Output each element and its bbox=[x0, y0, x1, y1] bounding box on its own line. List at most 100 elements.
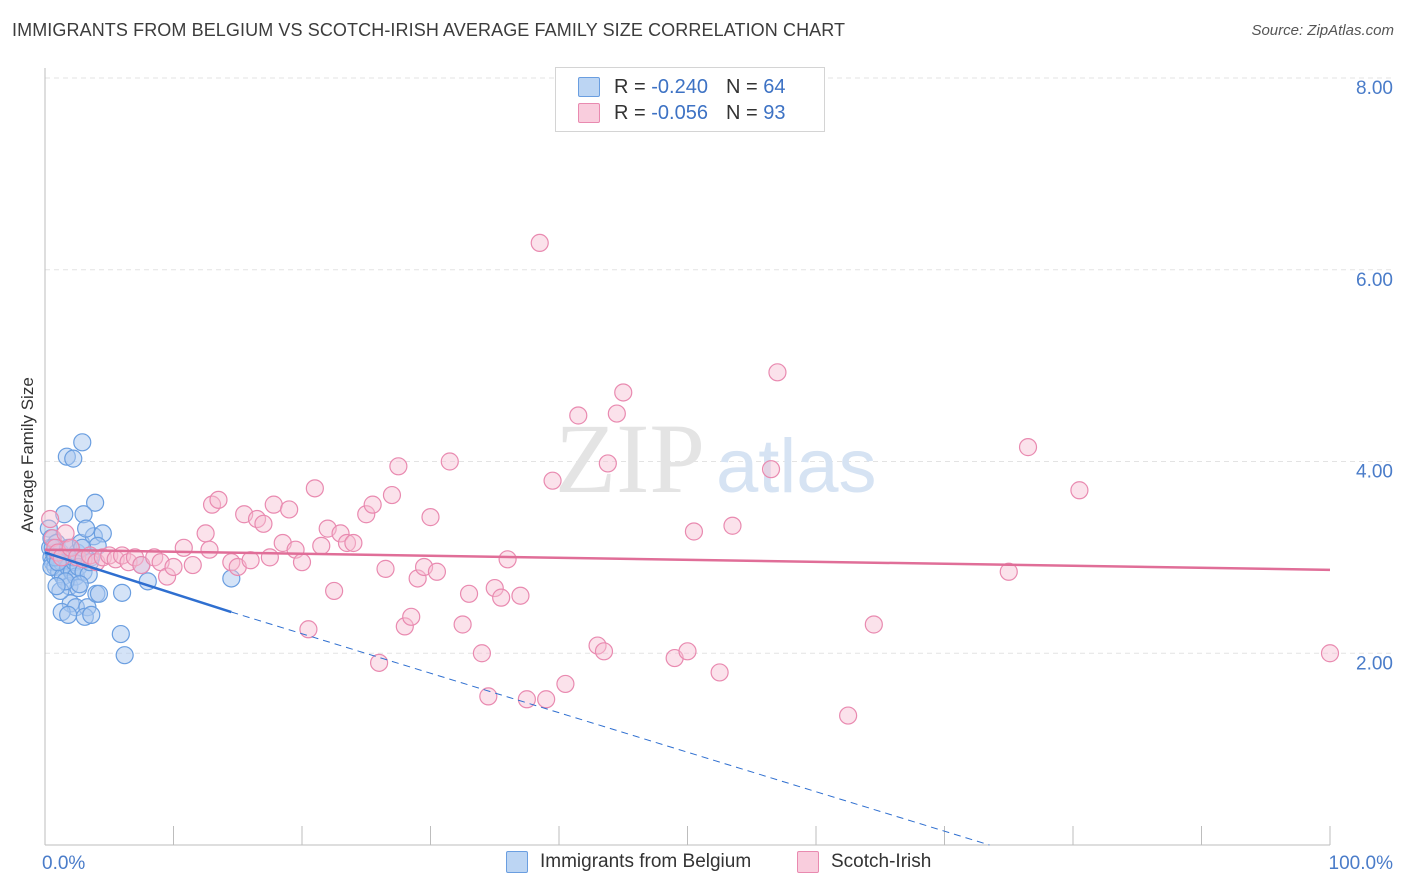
y-axis-label: Average Family Size bbox=[18, 377, 37, 533]
data-point-scotch-irish bbox=[402, 607, 421, 626]
data-point-scotch-irish bbox=[299, 620, 318, 639]
data-point-scotch-irish bbox=[337, 533, 357, 553]
watermark-zip: ZIP bbox=[555, 403, 705, 514]
watermark: ZIP atlas bbox=[555, 403, 877, 514]
legend-stats: R = -0.240 N = 64 R = -0.056 N = 93 bbox=[555, 67, 825, 132]
data-point-scotch-irish bbox=[363, 495, 382, 514]
source-credit: Source: ZipAtlas.com bbox=[1251, 22, 1394, 39]
data-point-scotch-irish bbox=[864, 615, 883, 634]
data-point-scotch-irish bbox=[498, 550, 517, 569]
data-point-scotch-irish bbox=[768, 363, 787, 382]
x-tick-labels: 0.0% 100.0% bbox=[42, 853, 1393, 874]
data-point-scotch-irish bbox=[312, 536, 331, 555]
data-point-scotch-irish bbox=[164, 557, 183, 577]
trend-line-belgium-extension bbox=[231, 611, 990, 846]
data-point-scotch-irish bbox=[325, 581, 344, 601]
data-point-scotch-irish bbox=[485, 578, 504, 598]
legend-n-value: 93 bbox=[763, 101, 786, 124]
trend-line-scotch-irish bbox=[44, 548, 1331, 572]
data-point-scotch-irish bbox=[183, 555, 202, 575]
data-point-belgium bbox=[222, 569, 241, 588]
x-tick-label: 100.0% bbox=[1329, 853, 1394, 874]
bottom-legend-swatch-belgium bbox=[506, 851, 528, 873]
y-tick-label: 4.00 bbox=[1356, 462, 1393, 483]
data-point-belgium bbox=[86, 493, 105, 512]
data-point-scotch-irish bbox=[556, 674, 575, 694]
data-point-scotch-irish bbox=[511, 586, 530, 605]
data-point-scotch-irish bbox=[569, 406, 588, 425]
bottom-legend: Immigrants from Belgium Scotch-Irish bbox=[0, 851, 1406, 877]
data-point-belgium bbox=[89, 584, 109, 603]
data-point-scotch-irish bbox=[684, 522, 704, 541]
data-point-scotch-irish bbox=[1070, 481, 1089, 500]
data-point-scotch-irish bbox=[530, 233, 549, 253]
data-point-scotch-irish bbox=[453, 615, 472, 634]
data-point-belgium bbox=[70, 575, 89, 594]
data-point-scotch-irish bbox=[472, 644, 491, 663]
legend-row-scotch-irish: R = -0.056 N = 93 bbox=[578, 100, 785, 126]
data-point-scotch-irish bbox=[357, 505, 376, 524]
legend-r-value: -0.056 bbox=[651, 101, 708, 124]
data-point-belgium bbox=[111, 624, 130, 644]
data-point-scotch-irish bbox=[543, 471, 562, 490]
legend-n-label: N = bbox=[725, 101, 758, 124]
bottom-legend-belgium: Immigrants from Belgium bbox=[506, 851, 751, 873]
data-point-scotch-irish bbox=[492, 588, 511, 607]
data-point-belgium bbox=[112, 583, 132, 602]
data-point-scotch-irish bbox=[594, 642, 614, 661]
legend-r-label: R = bbox=[614, 101, 646, 124]
data-point-scotch-irish bbox=[607, 404, 626, 423]
data-point-scotch-irish bbox=[331, 524, 350, 543]
data-point-scotch-irish bbox=[56, 524, 75, 543]
data-point-scotch-irish bbox=[292, 553, 312, 572]
data-point-scotch-irish bbox=[305, 479, 324, 498]
data-point-scotch-irish bbox=[839, 706, 858, 725]
data-point-scotch-irish bbox=[598, 454, 617, 473]
data-point-scotch-irish bbox=[280, 500, 299, 519]
bottom-legend-label-belgium: Immigrants from Belgium bbox=[540, 851, 752, 872]
y-tick-label: 2.00 bbox=[1356, 653, 1393, 674]
data-point-scotch-irish bbox=[382, 485, 402, 505]
data-point-scotch-irish bbox=[196, 524, 215, 543]
data-point-scotch-irish bbox=[376, 559, 395, 578]
watermark-atlas: atlas bbox=[716, 424, 877, 509]
data-point-belgium bbox=[73, 433, 92, 452]
data-point-scotch-irish bbox=[41, 509, 60, 529]
data-point-scotch-irish bbox=[389, 457, 408, 476]
legend-row-belgium: R = -0.240 N = 64 bbox=[578, 74, 785, 100]
data-point-scotch-irish bbox=[678, 642, 697, 661]
data-point-belgium bbox=[59, 605, 78, 625]
data-point-scotch-irish bbox=[408, 569, 427, 588]
data-point-scotch-irish bbox=[264, 495, 283, 514]
bottom-legend-label-scotch-irish: Scotch-Irish bbox=[831, 851, 932, 872]
data-point-belgium bbox=[64, 449, 83, 468]
data-point-scotch-irish bbox=[241, 551, 260, 570]
data-point-scotch-irish bbox=[614, 383, 633, 402]
legend-r-label: R = bbox=[614, 75, 646, 98]
data-point-scotch-irish bbox=[723, 516, 742, 535]
data-point-belgium bbox=[82, 605, 101, 625]
data-point-scotch-irish bbox=[61, 538, 80, 557]
data-point-scotch-irish bbox=[710, 663, 729, 682]
data-point-scotch-irish bbox=[479, 687, 498, 706]
data-point-scotch-irish bbox=[209, 490, 228, 509]
y-tick-label: 8.00 bbox=[1356, 78, 1393, 99]
data-point-scotch-irish bbox=[421, 508, 440, 527]
data-point-scotch-irish bbox=[157, 567, 177, 586]
bottom-legend-swatch-scotch-irish bbox=[797, 851, 819, 873]
data-point-scotch-irish bbox=[427, 562, 447, 581]
data-point-scotch-irish bbox=[174, 538, 193, 557]
data-point-scotch-irish bbox=[370, 653, 389, 672]
legend-n-value: 64 bbox=[763, 75, 786, 98]
data-point-belgium bbox=[115, 646, 134, 665]
y-tick-label: 6.00 bbox=[1356, 270, 1393, 291]
chart-title: IMMIGRANTS FROM BELGIUM VS SCOTCH-IRISH … bbox=[12, 20, 846, 40]
data-point-scotch-irish bbox=[1018, 438, 1038, 457]
y-tick-labels: 2.00 4.00 6.00 8.00 bbox=[1356, 78, 1393, 674]
x-tick-label: 0.0% bbox=[42, 853, 85, 874]
legend-n-label: N = bbox=[725, 75, 758, 98]
data-point-scotch-irish bbox=[440, 452, 459, 471]
axes bbox=[44, 68, 1331, 846]
data-point-scotch-irish bbox=[344, 533, 363, 553]
